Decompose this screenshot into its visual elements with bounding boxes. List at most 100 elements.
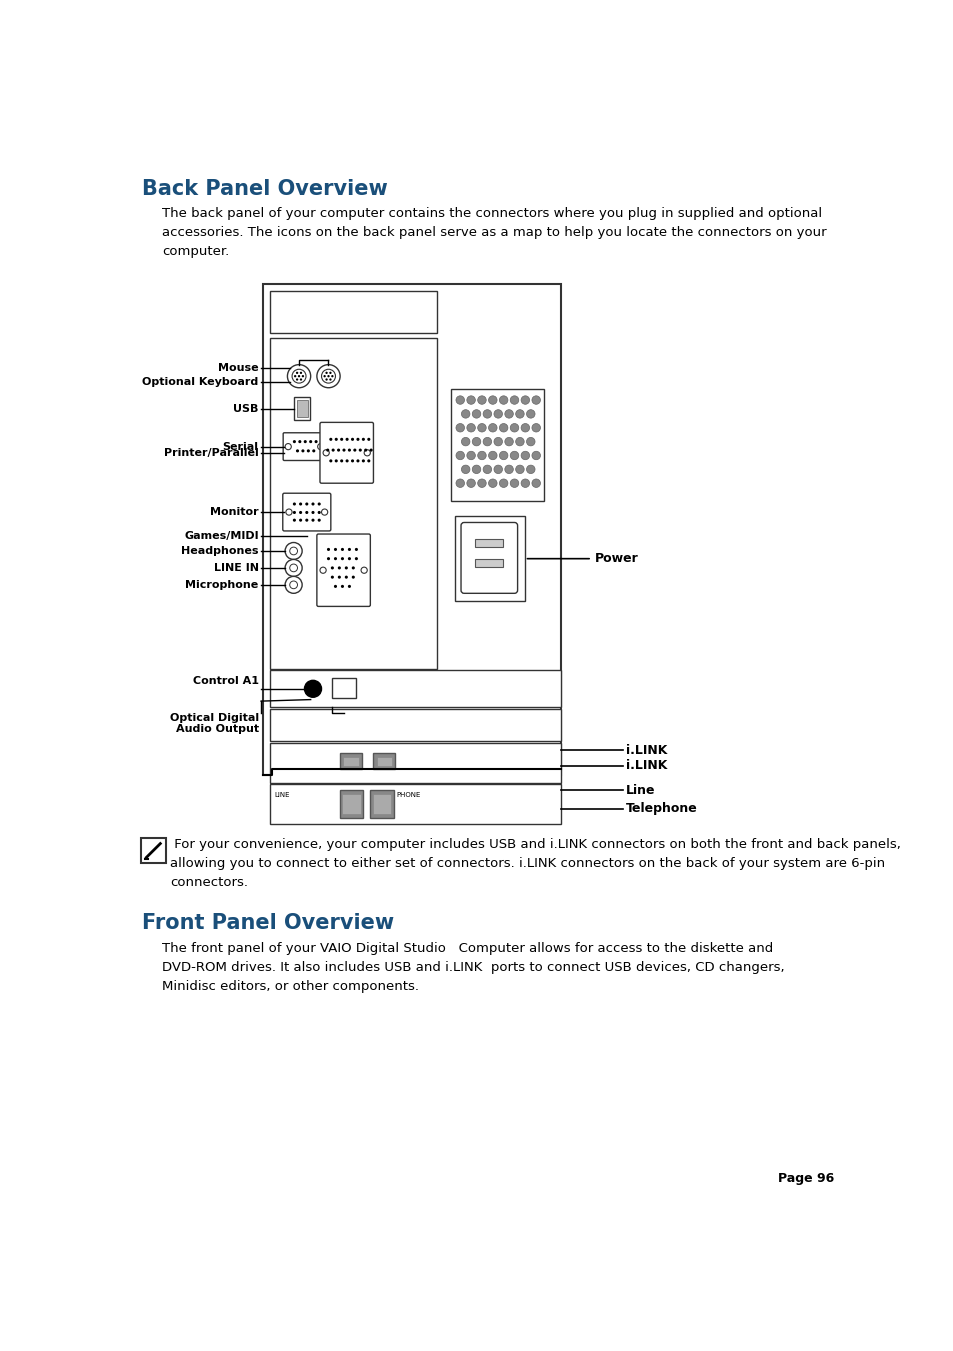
Circle shape [472, 465, 480, 474]
Text: Optical Digital
Audio Output: Optical Digital Audio Output [170, 713, 258, 735]
Circle shape [352, 576, 355, 578]
Circle shape [498, 423, 507, 432]
Circle shape [510, 480, 518, 488]
Circle shape [293, 503, 295, 505]
Text: The front panel of your VAIO Digital Studio   Computer allows for access to the : The front panel of your VAIO Digital Stu… [162, 942, 783, 993]
Circle shape [327, 557, 330, 561]
Circle shape [295, 450, 298, 453]
Circle shape [290, 565, 297, 571]
Circle shape [510, 451, 518, 459]
Text: PHONE: PHONE [396, 792, 420, 798]
Circle shape [532, 396, 540, 404]
Text: LINE: LINE [274, 792, 290, 798]
Circle shape [298, 519, 302, 521]
Text: LINE IN: LINE IN [213, 563, 258, 573]
Circle shape [335, 438, 337, 440]
Text: Monitor: Monitor [210, 507, 258, 517]
Circle shape [526, 465, 535, 474]
Circle shape [342, 449, 345, 451]
Text: USB: USB [233, 404, 258, 413]
FancyBboxPatch shape [316, 534, 370, 607]
Circle shape [466, 423, 475, 432]
Circle shape [477, 423, 486, 432]
Circle shape [360, 567, 367, 573]
Circle shape [477, 480, 486, 488]
Circle shape [532, 423, 540, 432]
Circle shape [307, 450, 310, 453]
Circle shape [344, 576, 348, 578]
Circle shape [516, 465, 523, 474]
Circle shape [305, 503, 308, 505]
Circle shape [456, 451, 464, 459]
Circle shape [488, 396, 497, 404]
Circle shape [311, 511, 314, 513]
FancyBboxPatch shape [319, 423, 373, 484]
Circle shape [295, 372, 298, 374]
Circle shape [285, 543, 302, 559]
Circle shape [361, 438, 365, 440]
Bar [270, 290, 436, 334]
Circle shape [312, 450, 315, 453]
Circle shape [510, 396, 518, 404]
Circle shape [340, 549, 344, 551]
Circle shape [309, 440, 312, 443]
Circle shape [482, 465, 491, 474]
Circle shape [532, 451, 540, 459]
Circle shape [325, 372, 328, 374]
Circle shape [334, 557, 336, 561]
Circle shape [285, 443, 291, 450]
Circle shape [356, 459, 359, 462]
Circle shape [336, 449, 340, 451]
Circle shape [337, 566, 340, 570]
Circle shape [466, 480, 475, 488]
Circle shape [301, 376, 304, 377]
Circle shape [348, 557, 351, 561]
Circle shape [364, 450, 370, 455]
Circle shape [477, 451, 486, 459]
Circle shape [488, 423, 497, 432]
Bar [340, 790, 363, 819]
Circle shape [345, 459, 348, 462]
Circle shape [327, 376, 330, 377]
Circle shape [298, 511, 302, 513]
Circle shape [472, 438, 480, 446]
Circle shape [510, 423, 518, 432]
Text: Mouse: Mouse [218, 363, 258, 373]
Bar [294, 397, 310, 420]
Bar [270, 670, 560, 708]
Bar [475, 559, 503, 567]
Bar [296, 400, 307, 417]
Bar [340, 754, 361, 769]
Circle shape [488, 451, 497, 459]
Circle shape [482, 438, 491, 446]
Circle shape [516, 438, 523, 446]
Circle shape [456, 423, 464, 432]
Circle shape [498, 480, 507, 488]
Circle shape [494, 409, 502, 419]
Bar [141, 838, 166, 863]
Circle shape [361, 459, 365, 462]
Circle shape [498, 451, 507, 459]
Circle shape [311, 503, 314, 505]
Circle shape [494, 465, 502, 474]
Circle shape [337, 576, 340, 578]
Circle shape [356, 438, 359, 440]
Text: Front Panel Overview: Front Panel Overview [142, 913, 395, 934]
Circle shape [367, 459, 370, 462]
Bar [373, 793, 391, 813]
Circle shape [295, 378, 298, 381]
Circle shape [334, 549, 336, 551]
Circle shape [351, 438, 354, 440]
Circle shape [520, 480, 529, 488]
Text: Back Panel Overview: Back Panel Overview [142, 180, 388, 199]
Circle shape [298, 440, 301, 443]
Circle shape [319, 567, 326, 573]
Circle shape [317, 511, 320, 513]
Circle shape [504, 438, 513, 446]
Circle shape [461, 465, 470, 474]
Text: The back panel of your computer contains the connectors where you plug in suppli: The back panel of your computer contains… [162, 207, 825, 258]
Text: Optional Keyboard: Optional Keyboard [142, 377, 258, 386]
FancyBboxPatch shape [282, 493, 331, 531]
Circle shape [305, 511, 308, 513]
Circle shape [520, 451, 529, 459]
